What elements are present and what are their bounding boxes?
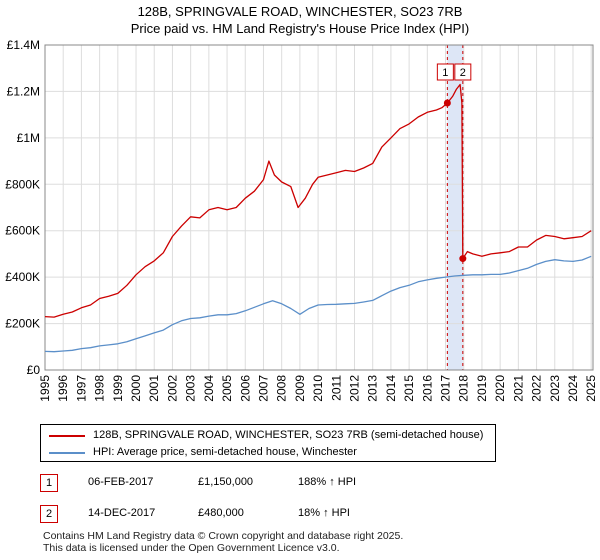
x-tick-label: 2011 [329, 375, 343, 401]
x-tick-label: 2018 [457, 375, 471, 402]
x-tick-label: 2010 [311, 375, 325, 402]
sale-date-1: 06-FEB-2017 [88, 476, 154, 488]
hpi-line [44, 255, 592, 353]
x-tick-label: 2015 [402, 375, 416, 402]
sale-label-text-1: 1 [442, 67, 448, 79]
x-tick-label: 2024 [566, 375, 580, 402]
plot-area [45, 45, 593, 370]
x-tick-label: 2013 [366, 375, 380, 402]
x-tick-label: 1996 [56, 375, 70, 402]
y-tick-label: £1.4M [7, 38, 40, 52]
y-tick-label: £1.2M [7, 84, 40, 98]
x-tick-label: 2006 [238, 375, 252, 402]
x-tick-label: 2014 [384, 375, 398, 402]
x-tick-label: 2019 [475, 375, 489, 402]
y-tick-label: £200K [5, 317, 40, 331]
x-tick-label: 2000 [129, 375, 143, 402]
x-tick-label: 2022 [530, 375, 544, 402]
sale-label-text-2: 2 [460, 67, 466, 79]
x-tick-label: 2009 [293, 375, 307, 402]
sale-point-1 [443, 99, 451, 107]
legend-label-property: 128B, SPRINGVALE ROAD, WINCHESTER, SO23 … [93, 429, 484, 441]
legend-line-hpi [49, 452, 85, 454]
y-tick-label: £400K [5, 270, 40, 284]
x-tick-label: 2025 [584, 375, 598, 402]
x-tick-label: 2017 [439, 375, 453, 402]
y-tick-label: £800K [5, 177, 40, 191]
y-tick-label: £1M [17, 131, 40, 145]
x-tick-label: 1998 [93, 375, 107, 402]
chart-legend: 128B, SPRINGVALE ROAD, WINCHESTER, SO23 … [40, 424, 496, 462]
sale-label-box-2 [454, 63, 472, 81]
footer-copyright: Contains HM Land Registry data © Crown c… [43, 530, 404, 542]
y-tick-label: £600K [5, 224, 40, 238]
sale-badge-1: 1 [40, 474, 58, 492]
y-tick-label: £0 [27, 363, 41, 377]
x-tick-label: 1995 [38, 375, 52, 402]
sale-label-box-1 [436, 63, 454, 81]
x-tick-label: 2008 [275, 375, 289, 402]
sale-point-2 [459, 255, 467, 263]
plot-frame [44, 44, 594, 371]
chart-title-line2: Price paid vs. HM Land Registry's House … [130, 21, 470, 36]
legend-line-property [49, 435, 85, 437]
x-tick-label: 2005 [220, 375, 234, 402]
x-tick-label: 2001 [147, 375, 161, 402]
sale-price-2: £480,000 [198, 507, 244, 519]
x-tick-label: 2007 [256, 375, 270, 402]
x-tick-label: 2004 [202, 375, 216, 402]
sale-date-2: 14-DEC-2017 [88, 507, 156, 519]
x-tick-label: 2002 [165, 375, 179, 402]
x-tick-label: 2023 [548, 375, 562, 402]
sale-hpi-2: 18% ↑ HPI [298, 507, 350, 519]
sale-hpi-1: 188% ↑ HPI [298, 476, 357, 488]
x-tick-label: 2003 [184, 375, 198, 402]
sale-price-1: £1,150,000 [198, 476, 254, 488]
x-tick-label: 1999 [111, 375, 125, 402]
x-tick-label: 2012 [348, 375, 362, 402]
sale-period-band [447, 45, 463, 370]
property-price-line [44, 83, 592, 318]
x-tick-label: 1997 [74, 375, 88, 402]
sale-badge-2: 2 [40, 505, 58, 523]
price-chart: £0 £200K £400K £600K £800K £1M £1.2M £1.4M 1995 1… [5, 38, 598, 402]
chart-title-line1: 128B, SPRINGVALE ROAD, WINCHESTER, SO23 … [137, 4, 463, 19]
legend-label-hpi: HPI: Average price, semi-detached house,… [93, 446, 357, 458]
x-tick-label: 2016 [420, 375, 434, 402]
x-tick-label: 2021 [511, 375, 525, 402]
x-tick-label: 2020 [493, 375, 507, 402]
footer-licence: This data is licensed under the Open Gov… [43, 542, 340, 554]
